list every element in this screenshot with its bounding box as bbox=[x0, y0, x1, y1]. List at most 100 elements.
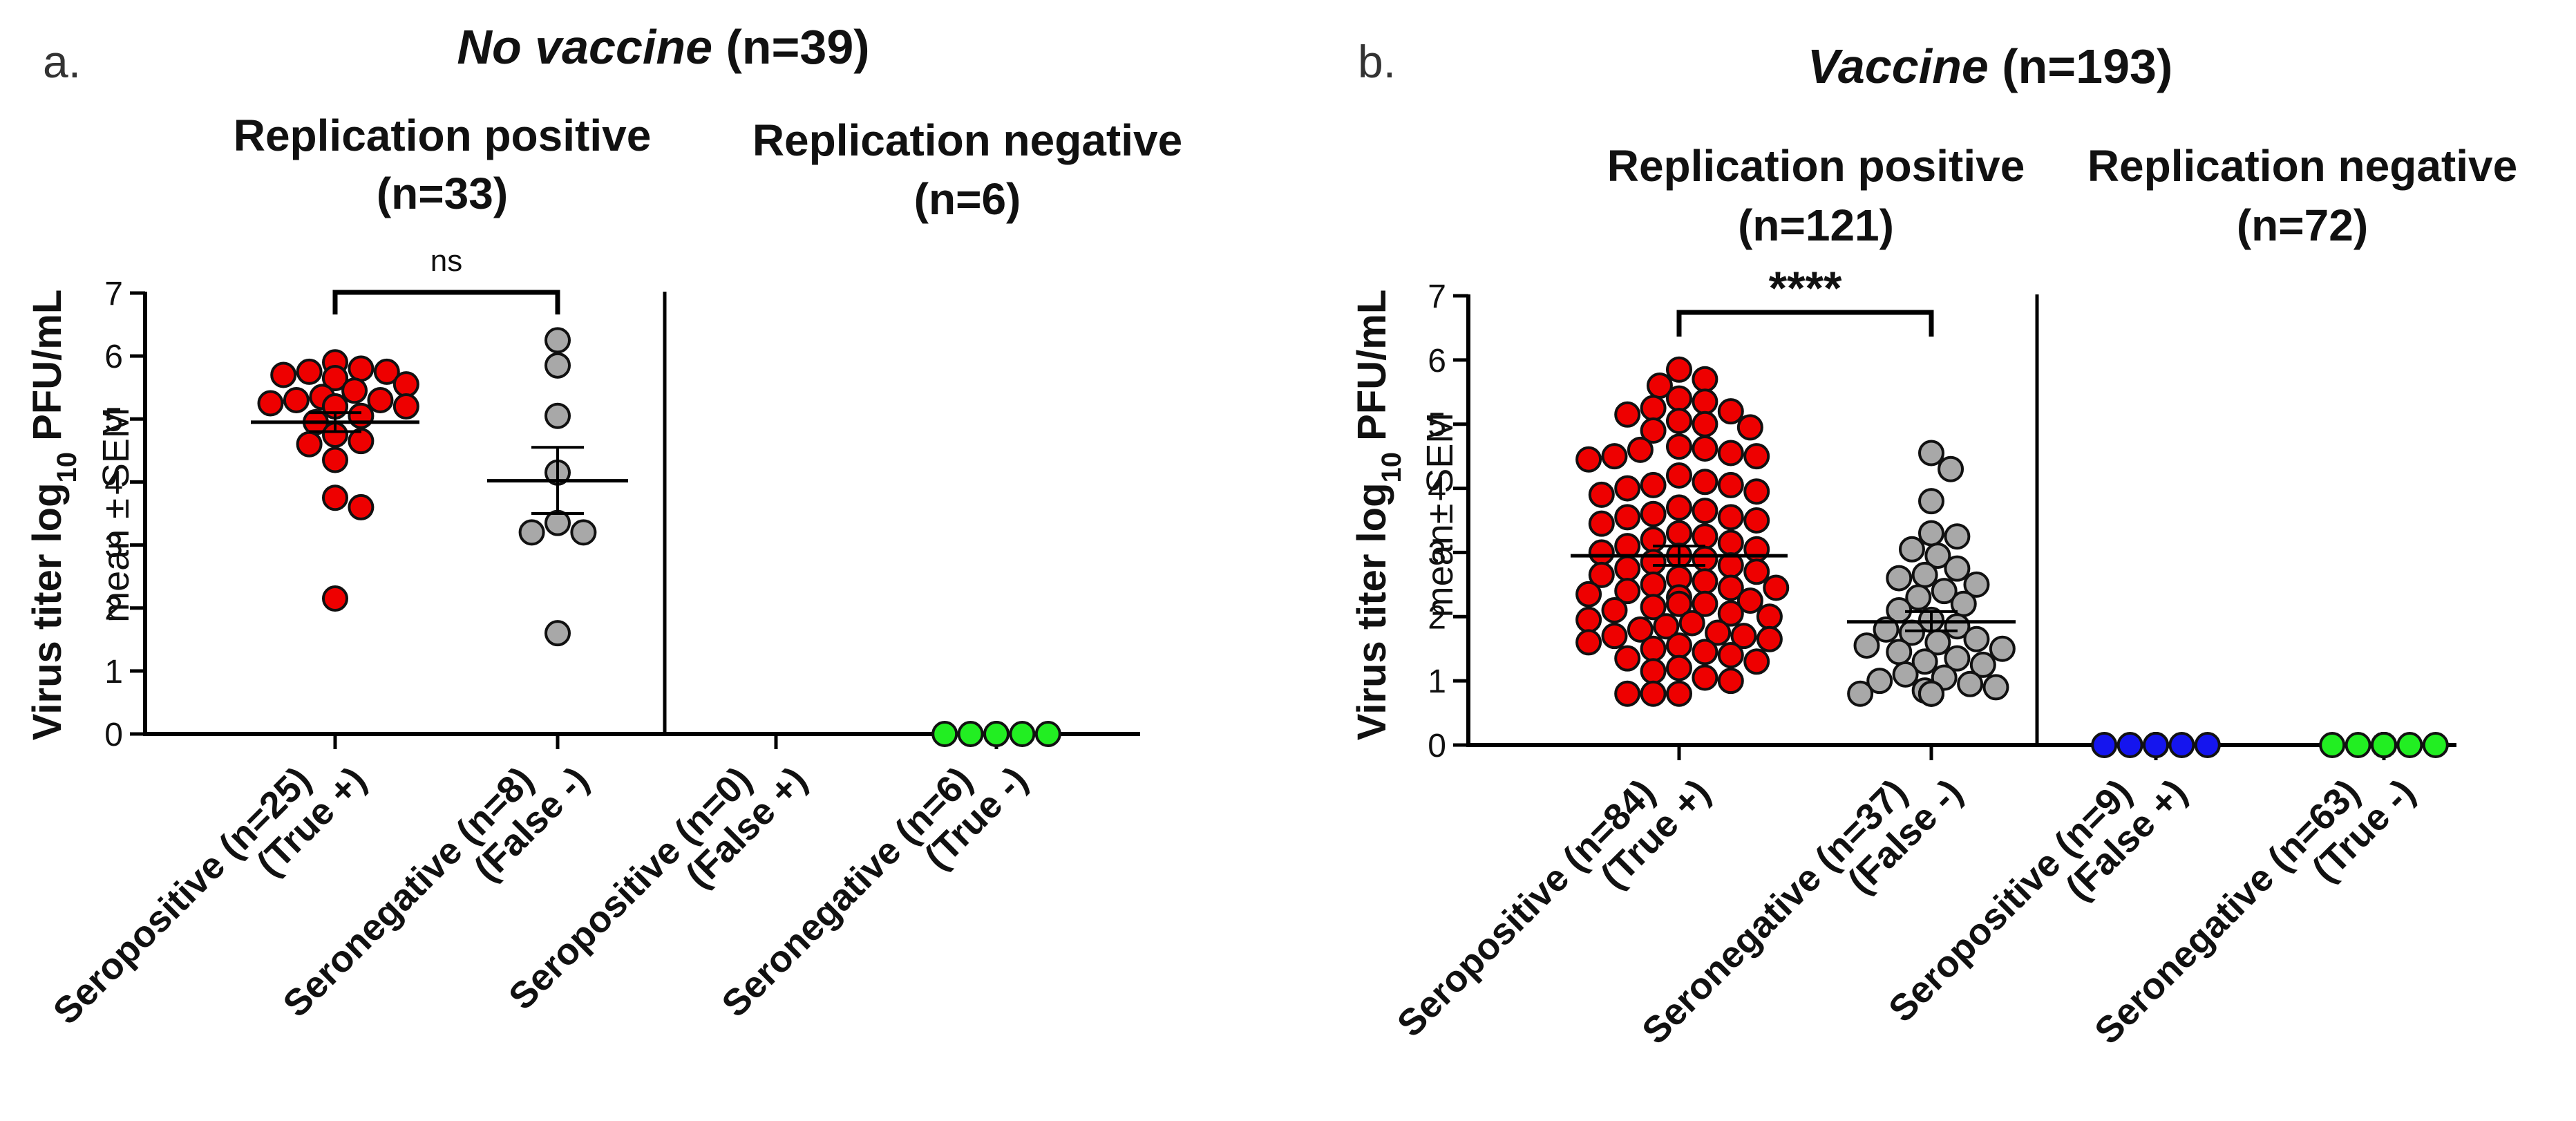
panel-b-point-cat1-24 bbox=[1944, 645, 1971, 672]
panel-b-ytick-label-1: 1 bbox=[1428, 663, 1446, 700]
panel-a-y-label-line2: mean ± SEM bbox=[95, 407, 137, 623]
panel-b-point-cat0-20 bbox=[1692, 469, 1718, 496]
panel-b-point-cat0-47 bbox=[1692, 568, 1718, 595]
panel-b-point-cat0-32 bbox=[1666, 520, 1692, 547]
panel-a-y-label-sub: 10 bbox=[52, 452, 82, 483]
panel-b-point-cat3-62 bbox=[2371, 732, 2397, 758]
panel-b-y-label-line2: mean± SEM bbox=[1419, 413, 1461, 618]
panel-b-group-neg-line2: (n=72) bbox=[2237, 200, 2368, 250]
panel-b-point-cat1-4 bbox=[1944, 523, 1971, 550]
panel-a-ytick-label-2: 2 bbox=[104, 591, 123, 628]
panel-a-significance-bracket bbox=[332, 290, 560, 314]
panel-a-point-cat0-11 bbox=[367, 386, 394, 413]
panel-b-point-cat0-71 bbox=[1692, 639, 1718, 666]
panel-b-point-cat1-1 bbox=[1938, 455, 1964, 482]
panel-b-point-cat0-61 bbox=[1678, 610, 1705, 637]
panel-b-point-cat1-33 bbox=[1847, 680, 1874, 707]
panel-b-point-cat2-8 bbox=[2143, 732, 2169, 758]
panel-b-point-cat0-81 bbox=[1614, 680, 1641, 707]
panel-b-title-italic: Vaccine bbox=[1808, 39, 1989, 93]
panel-a-point-cat0-22 bbox=[322, 484, 348, 511]
panel-b-point-cat0-3 bbox=[1666, 385, 1692, 412]
panel-b-point-cat0-23 bbox=[1614, 475, 1641, 502]
panel-b-point-cat0-29 bbox=[1614, 504, 1641, 531]
panel-b-point-cat3-2 bbox=[2345, 732, 2371, 758]
panel-a-point-cat0-2 bbox=[348, 355, 375, 382]
panel-b-point-cat0-72 bbox=[1717, 642, 1744, 668]
panel-b-point-cat0-11 bbox=[1640, 417, 1667, 444]
panel-a-title-italic: No vaccine bbox=[457, 20, 712, 74]
panel-a-ytick-label-4: 4 bbox=[104, 464, 123, 501]
panel-a-point-cat0-1 bbox=[296, 358, 323, 385]
panel-a-point-cat0-8 bbox=[341, 377, 368, 404]
panel-a-point-cat0-6 bbox=[322, 365, 348, 392]
panel-b-point-cat0-17 bbox=[1743, 443, 1770, 470]
panel-a-group-pos-line1: Replication positive bbox=[234, 111, 652, 160]
panel-a-y-label-a: Virus titer log bbox=[25, 482, 70, 740]
panel-b-point-cat0-34 bbox=[1640, 526, 1667, 553]
panel-b-point-cat0-33 bbox=[1692, 523, 1718, 550]
panel-b-point-cat0-63 bbox=[1627, 616, 1654, 643]
panel-b-point-cat0-79 bbox=[1666, 680, 1692, 707]
panel-a-point-cat3-5 bbox=[983, 721, 1010, 747]
panel-b-point-cat0-75 bbox=[1666, 654, 1692, 681]
panel-b-point-cat0-64 bbox=[1705, 619, 1732, 646]
panel-b-significance-bracket bbox=[1676, 310, 1934, 337]
panel-b-group-neg-line1: Replication negative bbox=[2087, 141, 2517, 191]
panel-b-point-cat0-6 bbox=[1717, 398, 1744, 425]
panel-b-point-cat1-23 bbox=[1886, 639, 1913, 666]
panel-b-point-cat1-29 bbox=[1866, 668, 1893, 695]
panel-a-xlabel-line1-0: Seropositive (n=25) bbox=[46, 759, 319, 1033]
panel-b-point-cat0-60 bbox=[1575, 606, 1602, 633]
panel-b-title: Vaccine (n=193) bbox=[1808, 39, 2173, 93]
panel-b-point-cat0-38 bbox=[1588, 539, 1615, 566]
panel-b-point-cat1-22 bbox=[1989, 635, 2016, 662]
panel-b-point-cat0-49 bbox=[1717, 574, 1744, 601]
panel-b-point-cat0-8 bbox=[1666, 408, 1692, 435]
panel-a-title-rest: (n=39) bbox=[712, 20, 870, 74]
panel-b-point-cat0-59 bbox=[1756, 603, 1783, 630]
panel-b-point-cat0-21 bbox=[1640, 471, 1667, 498]
panel-b-point-cat1-5 bbox=[1898, 536, 1925, 563]
panel-b-point-cat0-0 bbox=[1666, 356, 1692, 383]
panel-b-point-cat0-15 bbox=[1717, 440, 1744, 467]
panel-b-point-cat2-1 bbox=[2168, 732, 2195, 758]
panel-a-point-cat3-3 bbox=[1034, 721, 1061, 747]
panel-a-point-cat0-19 bbox=[348, 428, 375, 455]
panel-b-point-cat1-3 bbox=[1918, 520, 1944, 547]
panel-b-point-cat0-24 bbox=[1743, 478, 1770, 505]
panel-b-point-cat0-50 bbox=[1614, 578, 1641, 605]
panel-b-point-cat0-73 bbox=[1614, 645, 1641, 672]
panel-b-y-label-a: Virus titer log bbox=[1349, 482, 1394, 740]
panel-b-point-cat0-53 bbox=[1736, 587, 1763, 614]
panel-a-point-cat1-1 bbox=[544, 352, 571, 379]
panel-a-group-pos-line2: (n=33) bbox=[377, 169, 508, 218]
panel-b-point-cat2-3 bbox=[2194, 732, 2221, 758]
panel-b-point-cat0-78 bbox=[1717, 668, 1744, 695]
panel-a-significance-label: ns bbox=[430, 244, 462, 278]
panel-a-point-cat0-7 bbox=[392, 371, 419, 398]
panel-a-ytick-label-1: 1 bbox=[104, 654, 123, 690]
panel-a-point-cat1-0 bbox=[544, 327, 571, 354]
panel-b-point-cat0-13 bbox=[1692, 435, 1718, 462]
panel-b-plot: 0 1 2 3 4 5 6 7 Virus titer log10 PFU/mL mean± SE… bbox=[1349, 262, 2456, 1052]
panel-b-point-cat1-0 bbox=[1918, 440, 1944, 467]
panel-b-point-cat1-30 bbox=[1957, 670, 1984, 697]
panel-b-group-pos-line1: Replication positive bbox=[1607, 141, 2025, 191]
panel-a-point-cat0-13 bbox=[392, 393, 419, 420]
panel-b-letter: b. bbox=[1358, 36, 1396, 87]
panel-b-point-cat0-10 bbox=[1736, 414, 1763, 441]
panel-b-point-cat0-45 bbox=[1588, 561, 1615, 588]
panel-b-point-cat1-25 bbox=[1911, 648, 1938, 675]
panel-b-point-cat0-48 bbox=[1640, 571, 1667, 598]
panel-b-point-cat3-4 bbox=[2319, 732, 2346, 758]
panel-b-point-cat0-74 bbox=[1743, 648, 1770, 675]
panel-a-point-cat0-5 bbox=[270, 361, 297, 388]
panel-b-point-cat0-9 bbox=[1692, 411, 1718, 437]
panel-a-ytick-label-6: 6 bbox=[104, 339, 123, 375]
panel-b-significance-label: **** bbox=[1769, 262, 1842, 314]
panel-b-point-cat0-18 bbox=[1575, 446, 1602, 473]
panel-b-point-cat0-69 bbox=[1666, 632, 1692, 659]
panel-b-ytick-label-2: 2 bbox=[1428, 599, 1446, 636]
panel-b-point-cat1-11 bbox=[1931, 578, 1958, 605]
